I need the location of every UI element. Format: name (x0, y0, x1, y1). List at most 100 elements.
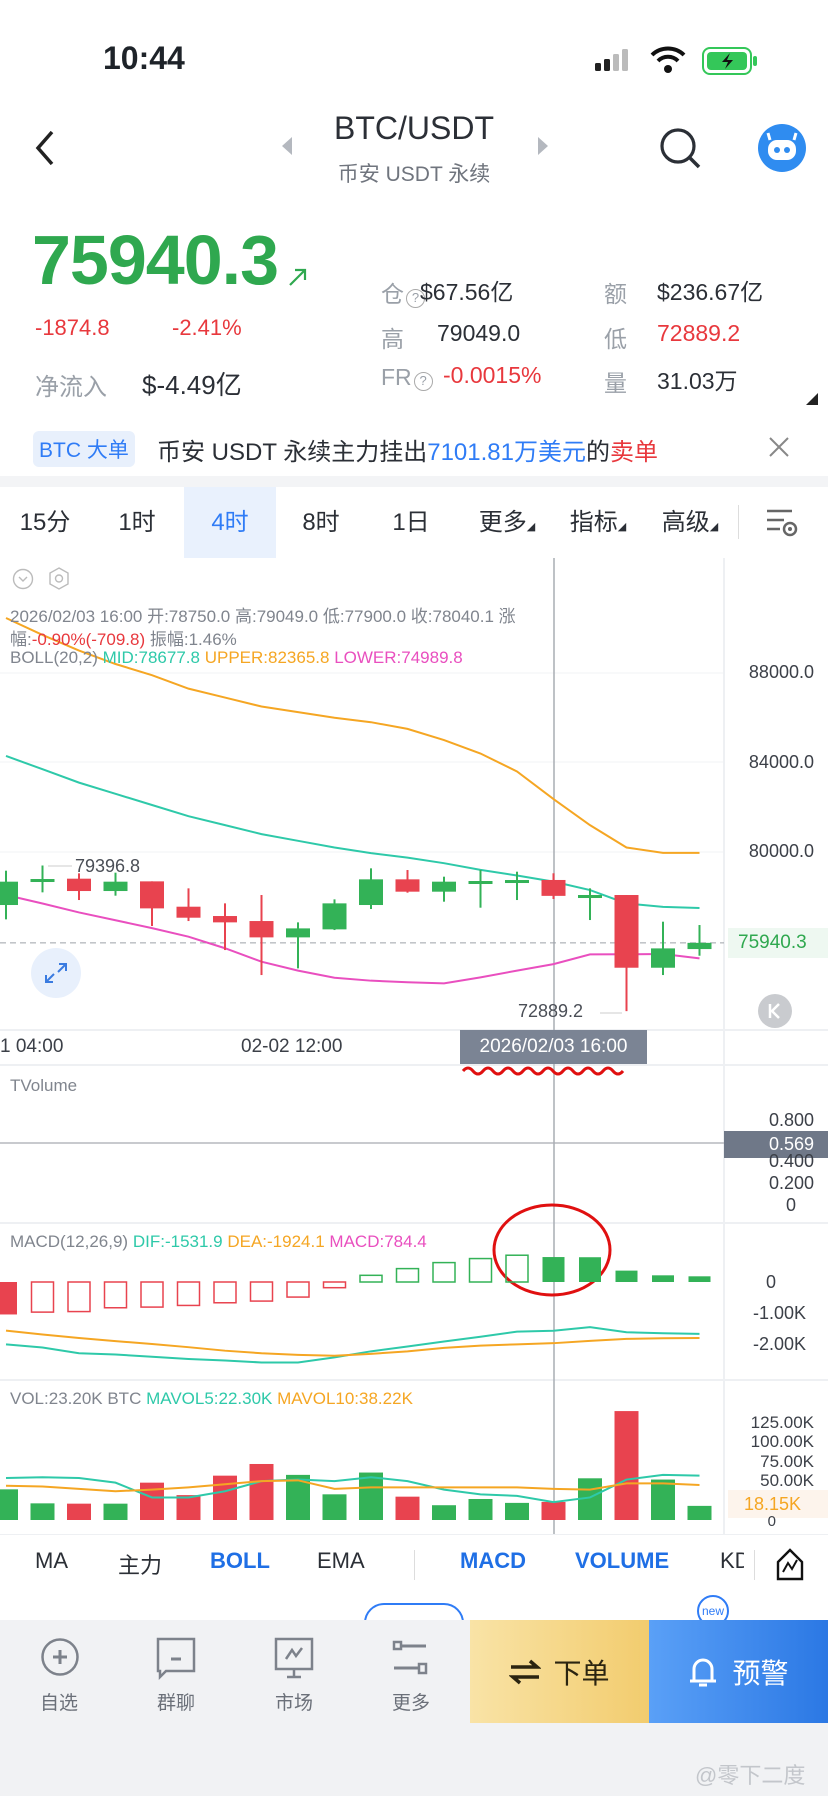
candle-body (359, 879, 383, 906)
collapse-icon[interactable] (12, 568, 34, 595)
drawing-tool-icon[interactable] (776, 1548, 804, 1587)
tab-indicators[interactable]: 指标◢ (553, 487, 643, 558)
macd-bar (249, 1281, 274, 1302)
indicator-ema[interactable]: EMA (317, 1548, 365, 1573)
close-banner-icon[interactable] (768, 436, 790, 463)
last-price: 75940.3 (32, 221, 279, 299)
nav-favorite[interactable]: 自选 (39, 1693, 78, 1714)
open-interest-value: $67.56亿 (420, 279, 514, 305)
indicator-volume[interactable]: VOLUME (575, 1548, 670, 1573)
mavol5-line (5, 1473, 700, 1504)
nav-more[interactable]: 更多 (391, 1693, 430, 1714)
trend-up-arrow-icon (287, 266, 309, 293)
indicator-settings-icon[interactable] (48, 567, 70, 596)
tab-advanced[interactable]: 高级◢ (645, 487, 735, 558)
help-icon[interactable]: ? (406, 289, 425, 308)
market-icon[interactable] (274, 1637, 314, 1686)
macd-bar (432, 1261, 456, 1283)
mavol10-line (5, 1479, 700, 1493)
tvolume-axis-label: 0.200 (768, 1173, 814, 1193)
boll-lower: LOWER:74989.8 (334, 648, 463, 667)
tvolume-axis-label: 0 (785, 1195, 796, 1215)
price-change: -1874.8 (35, 315, 110, 340)
candle-body (0, 881, 18, 906)
ohlc-change: -0.90%(-709.8) (31, 630, 146, 649)
low-value: 72889.2 (657, 320, 741, 346)
indicator-macd[interactable]: MACD (460, 1548, 526, 1573)
macd-label: MACD(12,26,9) (10, 1232, 129, 1251)
chart-settings-icon[interactable] (764, 505, 798, 544)
group-chat-icon[interactable] (156, 1637, 196, 1686)
banner-sell: 卖单 (610, 439, 658, 466)
scroll-to-latest-button[interactable] (758, 994, 792, 1028)
candle-body (505, 880, 529, 884)
macd-bar (468, 1257, 493, 1283)
nav-market[interactable]: 市场 (274, 1693, 313, 1714)
avatar[interactable] (758, 124, 806, 172)
annotation-circle (492, 1203, 612, 1297)
tab-15m[interactable]: 15分 (19, 509, 71, 536)
bell-icon (690, 1658, 717, 1686)
tab-1h[interactable]: 1时 (118, 509, 156, 536)
indicator-bar (0, 1534, 828, 1535)
search-icon[interactable] (658, 126, 702, 175)
volume-bar (359, 1472, 383, 1520)
candle-body (395, 879, 420, 892)
macd-bar (505, 1254, 529, 1283)
nav-group-chat[interactable]: 群聊 (156, 1693, 195, 1714)
net-inflow-label: 净流入 (35, 374, 107, 401)
big-order-banner[interactable]: 币安 USDT 永续主力挂出7101.81万美元的卖单 (157, 432, 749, 467)
ohlc-change-readout: 幅:-0.90%(-709.8) 振幅:1.46% (10, 625, 237, 650)
alert-button[interactable]: 预警 (649, 1620, 828, 1723)
kline-chart[interactable] (0, 558, 828, 1534)
next-pair-icon[interactable] (536, 135, 550, 162)
candle-body (687, 942, 712, 950)
mavol10: MAVOL10:38.22K (277, 1389, 413, 1408)
time-axis-label: 1 04:00 (0, 1036, 64, 1057)
macd-dif-line (5, 1326, 700, 1364)
indicator-ma[interactable]: MA (35, 1548, 68, 1573)
dropdown-icon: ◢ (526, 521, 536, 533)
macd-bar (176, 1281, 201, 1307)
macd-bar (359, 1274, 383, 1283)
macd-bar (542, 1257, 565, 1282)
volume-bar (395, 1496, 420, 1520)
macd-axis-label: -2.00K (752, 1334, 806, 1354)
pair-title[interactable]: BTC/USDT (334, 110, 494, 146)
candle-body (541, 879, 566, 896)
banner-amount: 7101.81万美元 (427, 439, 586, 466)
prev-pair-icon[interactable] (280, 135, 294, 162)
candle-body (468, 881, 493, 885)
candle-body (432, 881, 456, 892)
order-button[interactable]: 下单 (470, 1620, 649, 1723)
boll-mid: MID:78677.8 (102, 648, 200, 667)
tab-1d[interactable]: 1日 (392, 509, 430, 536)
tab-4h[interactable]: 4时 (184, 487, 276, 558)
price-axis-label: 88000.0 (748, 662, 814, 682)
indicator-main-force[interactable]: 主力 (118, 1553, 163, 1578)
indicator-kd[interactable]: KD (720, 1548, 744, 1573)
low-marker: 72889.2 (518, 1001, 584, 1021)
back-button[interactable] (30, 128, 60, 173)
tab-label: 高级 (661, 509, 710, 536)
high-marker: 79396.8 (75, 856, 141, 876)
expand-stats-icon[interactable] (806, 392, 818, 410)
candle-body (286, 928, 310, 938)
favorite-icon[interactable] (40, 1637, 80, 1682)
macd-bar (322, 1281, 347, 1289)
tab-8h[interactable]: 8时 (302, 509, 340, 536)
stat-label: 仓 (381, 281, 404, 307)
volume-bar (505, 1502, 529, 1520)
divider (0, 476, 828, 487)
more-icon[interactable] (392, 1640, 428, 1683)
tab-more[interactable]: 更多◢ (462, 487, 552, 558)
mavol5: MAVOL5:22.30K (146, 1389, 273, 1408)
dropdown-icon: ◢ (709, 521, 719, 533)
indicator-boll[interactable]: BOLL (210, 1548, 270, 1573)
macd-dea-line (5, 1329, 700, 1357)
fullscreen-button[interactable] (31, 948, 81, 998)
help-icon[interactable]: ? (413, 372, 433, 391)
macd-bar (688, 1276, 711, 1282)
volume-bar (249, 1463, 274, 1520)
macd-bar (213, 1281, 237, 1304)
